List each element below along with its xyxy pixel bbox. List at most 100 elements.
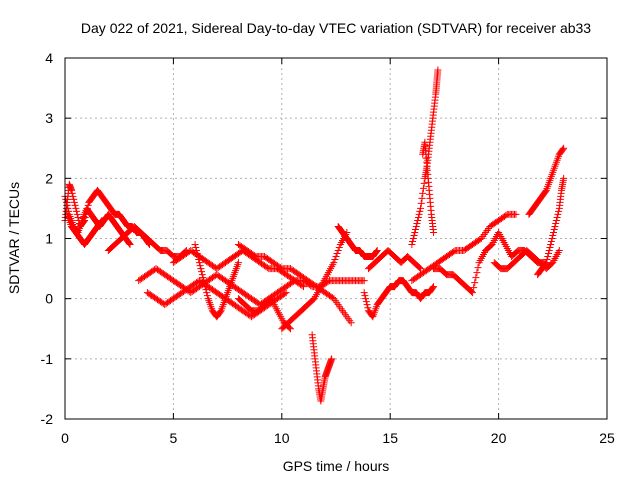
data-point (543, 256, 551, 264)
data-point (547, 241, 555, 249)
y-tick-label: 1 (45, 231, 53, 247)
data-point (98, 216, 106, 224)
data-point (417, 265, 425, 273)
data-point (546, 244, 554, 252)
series-arc-12 (308, 331, 336, 405)
data-point (420, 179, 428, 187)
data-point (197, 265, 205, 273)
data-point (65, 207, 73, 215)
data-point (512, 210, 520, 218)
y-axis-title: SDTVAR / TECUs (6, 182, 22, 294)
data-point (362, 295, 370, 303)
series-arc-19 (430, 228, 548, 297)
data-point (191, 241, 199, 249)
data-point (193, 250, 201, 258)
data-point (234, 259, 242, 267)
data-point (64, 204, 72, 212)
data-point (73, 210, 81, 218)
data-point (429, 284, 437, 292)
data-point (203, 292, 211, 300)
data-point (332, 253, 340, 261)
x-tick-labels: 0 5 10 15 20 25 (61, 430, 615, 446)
series-arc-13 (334, 222, 381, 261)
y-tick-label: -1 (41, 351, 54, 367)
data-point (324, 278, 332, 286)
data-point (544, 250, 552, 258)
data-point (410, 231, 418, 239)
data-point (414, 213, 422, 221)
data-point (542, 260, 550, 268)
data-point (413, 219, 421, 227)
data-point (414, 216, 422, 224)
data-point (411, 228, 419, 236)
data-point (276, 264, 284, 272)
x-tick-label: 0 (61, 430, 69, 446)
data-point (202, 286, 210, 294)
y-tick-label: 4 (45, 50, 53, 66)
data-point (411, 225, 419, 233)
data-point (68, 189, 76, 197)
data-point (200, 280, 208, 288)
x-tick-label: 20 (491, 430, 507, 446)
data-point (468, 288, 475, 296)
data-point (550, 225, 558, 233)
data-point (419, 184, 427, 192)
data-point (70, 198, 78, 206)
data-point (216, 308, 224, 316)
data-point (502, 211, 510, 219)
data-point (409, 238, 417, 246)
series-arc-4 (104, 222, 190, 261)
data-point (408, 241, 416, 249)
data-point (282, 289, 290, 297)
data-point (554, 210, 562, 218)
data-point (62, 195, 70, 203)
data-point (434, 66, 442, 74)
data-point (70, 195, 78, 203)
y-tick-label: -2 (41, 411, 54, 427)
data-point (415, 210, 423, 218)
data-point (542, 259, 550, 267)
data-point (417, 199, 425, 207)
data-point (250, 252, 258, 260)
data-point (360, 289, 368, 297)
series-arc-22 (534, 174, 568, 279)
data-point (552, 216, 560, 224)
data-point (363, 301, 371, 309)
data-point (335, 244, 343, 252)
data-point (298, 282, 306, 290)
data-point (372, 248, 380, 256)
data-point (361, 292, 369, 300)
data-point (97, 217, 105, 225)
data-point (559, 145, 567, 153)
data-point (334, 247, 342, 255)
data-point (299, 283, 307, 291)
x-tick-label: 25 (599, 430, 615, 446)
data-point (198, 271, 206, 279)
data-point (553, 213, 561, 221)
data-point (196, 262, 204, 270)
data-point (71, 201, 79, 209)
data-point (417, 204, 425, 212)
data-point (544, 253, 552, 261)
data-point (74, 213, 82, 221)
data-point (68, 186, 76, 194)
data-point (285, 324, 293, 332)
x-axis-title: GPS time / hours (283, 458, 390, 474)
data-point (195, 259, 203, 267)
data-point (547, 238, 555, 246)
data-point (474, 264, 482, 272)
y-tick-labels: -2 -1 0 1 2 3 4 (41, 50, 54, 427)
data-point (555, 247, 563, 255)
data-point (69, 192, 77, 200)
data-point (476, 236, 484, 244)
series-arc-3 (63, 210, 106, 249)
data-marks (61, 66, 568, 405)
data-point (418, 194, 426, 202)
series-arc-15 (365, 247, 425, 273)
data-point (551, 222, 559, 230)
axis-ticks (64, 57, 608, 420)
series-arc-18 (408, 210, 520, 285)
series-arc-16 (408, 66, 442, 249)
data-point (542, 187, 550, 195)
data-point (62, 198, 70, 206)
